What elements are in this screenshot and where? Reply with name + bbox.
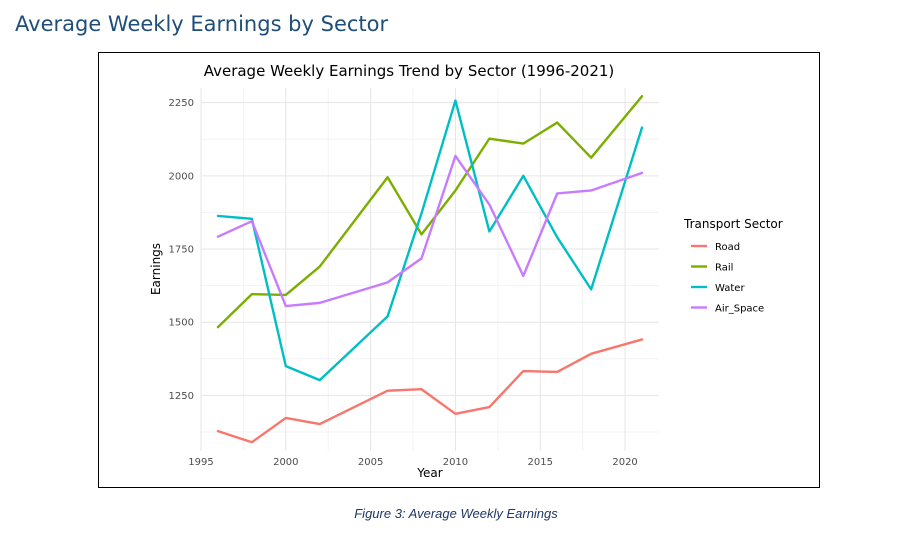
y-tick-label: 1250 xyxy=(169,391,194,402)
x-tick-label: 1995 xyxy=(188,457,213,468)
x-tick-label: 2000 xyxy=(273,457,298,468)
y-tick-label: 1500 xyxy=(169,318,194,329)
figure-caption: Figure 3: Average Weekly Earnings xyxy=(354,506,558,521)
series-line-road xyxy=(216,338,644,444)
y-tick-label: 2250 xyxy=(169,98,194,109)
legend-label-road: Road xyxy=(715,242,740,253)
page-heading: Average Weekly Earnings by Sector xyxy=(15,12,389,36)
legend: Transport Sector Road Rail Water Air_Space xyxy=(683,217,783,315)
line-chart: Average Weekly Earnings Trend by Sector … xyxy=(149,62,783,480)
legend-label-rail: Rail xyxy=(715,263,733,274)
x-tick-label: 2020 xyxy=(612,457,637,468)
series-line-air-space xyxy=(216,154,644,308)
chart-figure: Average Weekly Earnings Trend by Sector … xyxy=(98,52,820,488)
y-tick-label: 2000 xyxy=(169,171,194,182)
x-tick-label: 2005 xyxy=(358,457,383,468)
y-axis-ticks: 1250 1500 1750 2000 2250 xyxy=(169,98,194,402)
x-axis-label: Year xyxy=(416,466,442,480)
series-line-water xyxy=(216,99,644,382)
y-tick-label: 1750 xyxy=(169,245,194,256)
y-axis-label: Earnings xyxy=(149,243,163,295)
x-tick-label: 2010 xyxy=(443,457,468,468)
x-tick-label: 2015 xyxy=(528,457,553,468)
legend-title: Transport Sector xyxy=(683,217,783,231)
legend-label-air-space: Air_Space xyxy=(715,304,764,315)
x-axis-ticks: 1995 2000 2005 2010 2015 2020 xyxy=(188,457,638,468)
chart-title: Average Weekly Earnings Trend by Sector … xyxy=(204,62,615,80)
series-lines xyxy=(216,94,644,444)
legend-label-water: Water xyxy=(715,283,745,294)
